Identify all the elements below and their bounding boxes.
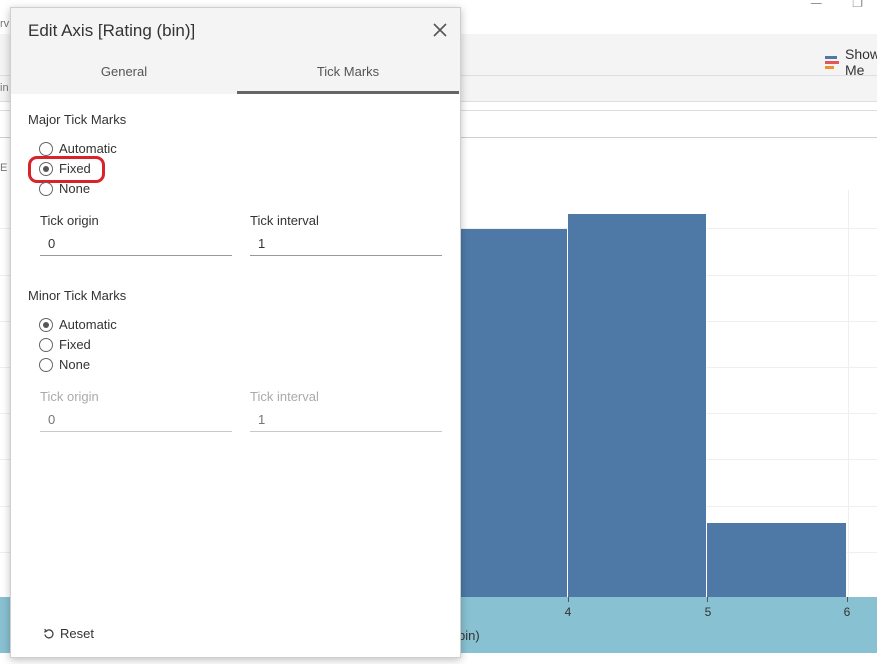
radio-label: Fixed — [59, 337, 91, 352]
x-tick-label: 6 — [843, 605, 851, 619]
x-tick-label: 5 — [704, 605, 712, 619]
radio-label: None — [59, 181, 91, 196]
minor-tick-marks-title: Minor Tick Marks — [28, 288, 127, 303]
radio-button[interactable] — [39, 181, 53, 196]
x-tick-mark — [568, 597, 569, 602]
window-controls: — ❐ — [780, 0, 863, 10]
histogram-bar[interactable] — [568, 214, 707, 597]
minor-fixed-radio[interactable]: Fixed — [39, 337, 91, 352]
reset-button[interactable]: Reset — [43, 626, 94, 641]
left-pane-fragment: rv — [0, 18, 10, 30]
major-automatic-radio[interactable]: Automatic — [39, 141, 117, 156]
histogram-bar[interactable] — [707, 523, 847, 597]
x-tick-mark — [847, 597, 848, 602]
radio-button[interactable] — [39, 337, 53, 352]
close-button[interactable] — [430, 20, 450, 40]
major-none-radio[interactable]: None — [39, 181, 90, 196]
major-tick-marks-title: Major Tick Marks — [28, 112, 127, 127]
radio-label: None — [59, 357, 91, 372]
tab-tick-marks[interactable]: Tick Marks — [237, 60, 459, 94]
minor-tick-interval-input — [250, 408, 442, 432]
minor-none-radio[interactable]: None — [39, 357, 90, 372]
dialog-header: Edit Axis [Rating (bin)] General Tick Ma… — [11, 8, 460, 94]
tab-general[interactable]: General — [100, 64, 148, 79]
x-axis-title: bin) — [458, 628, 480, 643]
minimize-icon[interactable]: — — [810, 0, 823, 10]
radio-button[interactable] — [39, 141, 53, 156]
major-tick-interval-input[interactable] — [250, 232, 442, 256]
show-me-button[interactable]: Show Me — [825, 46, 877, 78]
major-tick-origin-input[interactable] — [40, 232, 232, 256]
x-tick-mark — [707, 597, 708, 602]
minor-tick-origin-input — [40, 408, 232, 432]
radio-button[interactable] — [39, 317, 53, 332]
edit-axis-dialog: Edit Axis [Rating (bin)] General Tick Ma… — [10, 7, 461, 658]
show-me-label: Show Me — [845, 46, 877, 78]
minor-tick-interval-label: Tick interval — [250, 389, 319, 404]
radio-button[interactable] — [39, 357, 53, 372]
reset-label: Reset — [60, 626, 94, 641]
dialog-title: Edit Axis [Rating (bin)] — [28, 21, 196, 40]
reset-icon — [43, 628, 54, 638]
show-me-icon — [825, 55, 839, 69]
restore-icon[interactable]: ❐ — [852, 0, 863, 10]
major-tick-interval-label: Tick interval — [250, 213, 319, 228]
major-fixed-radio[interactable]: Fixed — [39, 161, 91, 176]
left-pane-fragment: E — [0, 162, 8, 174]
radio-label: Automatic — [59, 317, 117, 332]
minor-automatic-radio[interactable]: Automatic — [39, 317, 117, 332]
close-icon — [433, 23, 447, 37]
major-tick-origin-label: Tick origin — [40, 213, 99, 228]
x-tick-label: 4 — [564, 605, 572, 619]
radio-label: Automatic — [59, 141, 117, 156]
radio-button[interactable] — [39, 161, 53, 176]
vertical-gridline — [848, 190, 849, 598]
radio-label: Fixed — [59, 161, 91, 176]
left-pane-fragment: in — [0, 82, 9, 94]
fixed-highlight-outline — [28, 156, 105, 183]
minor-tick-origin-label: Tick origin — [40, 389, 99, 404]
